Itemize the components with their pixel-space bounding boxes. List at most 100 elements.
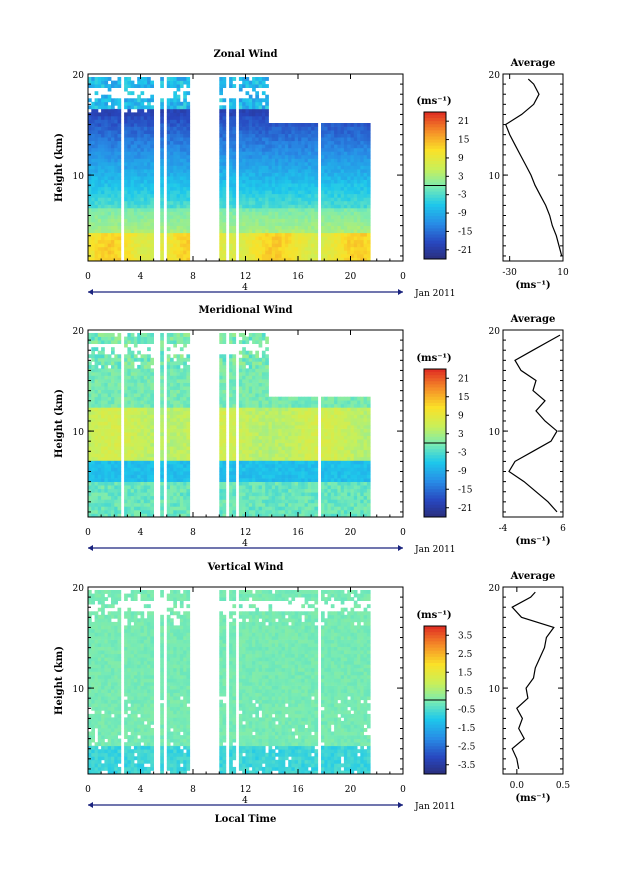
colorbar-swatch <box>424 690 446 695</box>
colorbar-swatch <box>424 721 446 726</box>
colorbar-swatch <box>424 684 446 689</box>
colorbar-swatch <box>424 764 446 769</box>
colorbar-swatch <box>424 480 446 484</box>
colorbar-tick-label: -9 <box>458 209 467 219</box>
y-axis-label: Height (km) <box>54 646 65 715</box>
colorbar-swatch <box>424 390 446 395</box>
colorbar-swatch <box>424 188 446 193</box>
day-bar-arrow-right <box>398 802 403 808</box>
colorbar-swatch <box>424 629 446 633</box>
average-profile: Average -30 10 20 10 (ms⁻¹) <box>489 58 569 291</box>
colorbar-swatch <box>424 112 446 116</box>
profile-x-tick-label: 0.0 <box>510 781 525 791</box>
heatmap-cells <box>88 590 371 775</box>
profile-x-tick-label: -4 <box>499 524 508 534</box>
colorbar-swatch <box>424 687 446 692</box>
colorbar-tick-label: -21 <box>458 504 473 514</box>
colorbar-swatch <box>424 170 446 174</box>
colorbar-swatch <box>424 409 446 413</box>
colorbar-swatch <box>424 433 446 438</box>
colorbar-tick-label: 15 <box>458 393 470 403</box>
x-tick-label: 0 <box>85 785 91 795</box>
colorbar-swatch <box>424 402 446 407</box>
profile-y-tick-label: 10 <box>489 685 501 695</box>
colorbar-swatch <box>424 157 446 162</box>
profile-x-axis-label: (ms⁻¹) <box>515 793 550 804</box>
date-label: Jan 2011 <box>414 545 456 555</box>
colorbar-swatch <box>424 384 446 388</box>
colorbar-tick-label: -2.5 <box>458 742 476 752</box>
colorbar-tick-label: 9 <box>458 154 464 164</box>
x-tick-label: 4 <box>138 272 144 282</box>
colorbar-swatch <box>424 136 446 141</box>
day-bar-arrow-left <box>88 289 93 295</box>
colorbar-swatch <box>424 406 446 410</box>
colorbar-swatch <box>424 375 446 379</box>
colorbar-swatch <box>424 219 446 223</box>
colorbar-swatch <box>424 399 446 404</box>
colorbar-swatch <box>424 228 446 232</box>
y-tick-label: 10 <box>73 685 85 695</box>
day-bar-arrow-left <box>88 545 93 551</box>
colorbar-swatch <box>424 727 446 732</box>
colorbar-tick-label: -0.5 <box>458 705 476 715</box>
colorbar-swatch <box>424 252 446 257</box>
colorbar-swatch <box>424 638 446 642</box>
colorbar-swatch <box>424 635 446 639</box>
colorbar-swatch <box>424 696 446 701</box>
colorbar-swatch <box>424 243 446 248</box>
colorbar-swatch <box>424 767 446 772</box>
colorbar-swatch <box>424 650 446 655</box>
colorbar-swatch <box>424 124 446 128</box>
colorbar-swatch <box>424 191 446 196</box>
colorbar-tick-label: 9 <box>458 411 464 421</box>
colorbar-swatch <box>424 240 446 245</box>
colorbar-swatch <box>424 507 446 512</box>
colorbar-tick-label: -3 <box>458 191 467 201</box>
x-tick-label: 0 <box>85 528 91 538</box>
panel-1: 0 4 8 12 16 20 0 20 10 Zonal Wind Height (km) 4 Jan … <box>54 49 569 299</box>
colorbar-swatch <box>424 700 446 704</box>
x-tick-label: 20 <box>345 785 357 795</box>
colorbar-swatch <box>424 173 446 177</box>
colorbar-swatch <box>424 115 446 119</box>
colorbar-swatch <box>424 179 446 183</box>
colorbar-swatch <box>424 387 446 392</box>
colorbar-swatch <box>424 393 446 398</box>
colorbar-swatch <box>424 436 446 441</box>
colorbar-swatch <box>424 467 446 472</box>
colorbar-tick-label: 3 <box>458 430 464 440</box>
colorbar-unit-label: (ms⁻¹) <box>416 353 451 364</box>
colorbar-swatch <box>424 194 446 199</box>
colorbar-swatch <box>424 118 446 122</box>
colorbar-swatch <box>424 210 446 214</box>
colorbar-tick-label: 3.5 <box>458 631 473 641</box>
colorbar-swatch <box>424 483 446 487</box>
colorbar-swatch <box>424 449 446 453</box>
panel-title: Meridional Wind <box>198 305 292 316</box>
colorbar-swatch <box>424 644 446 649</box>
profile-frame <box>502 586 564 775</box>
colorbar-tick-label: 3 <box>458 172 464 182</box>
x-tick-label: 4 <box>138 528 144 538</box>
colorbar-swatch <box>424 504 446 509</box>
colorbar-swatch <box>424 231 446 235</box>
colorbar-swatch <box>424 749 446 753</box>
colorbar-swatch <box>424 418 446 422</box>
profile-frame <box>502 329 564 518</box>
colorbar-swatch <box>424 452 446 456</box>
colorbar-tick-label: -1.5 <box>458 724 476 734</box>
heatmap-cells <box>88 333 371 518</box>
day-marker: 4 <box>242 283 248 293</box>
x-tick-label: 0 <box>85 272 91 282</box>
colorbar-swatch <box>424 206 446 211</box>
colorbar-swatch <box>424 396 446 401</box>
profile-title: Average <box>510 58 556 69</box>
colorbar-swatch <box>424 752 446 756</box>
colorbar-swatch <box>424 133 446 137</box>
colorbar-swatch <box>424 161 446 165</box>
colorbar-unit-label: (ms⁻¹) <box>416 96 451 107</box>
colorbar-swatch <box>424 225 446 229</box>
colorbar-tick-label: -15 <box>458 227 473 237</box>
